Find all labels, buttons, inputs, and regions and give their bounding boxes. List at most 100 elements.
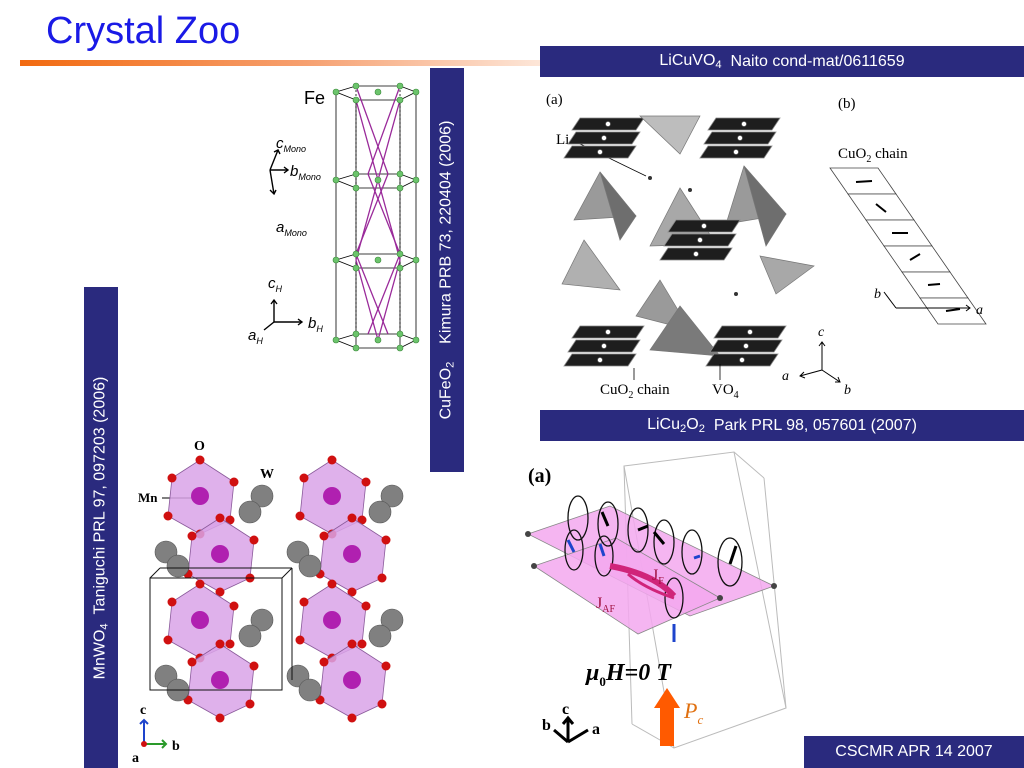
tungsten-atom — [368, 624, 392, 648]
tungsten-atom — [380, 608, 404, 632]
slide-title: Crystal Zoo — [46, 10, 241, 52]
axis-a2-label: a — [976, 303, 983, 318]
axis-b-label-3: b — [172, 739, 180, 754]
oxygen-atom — [357, 515, 367, 525]
cufeo2-formula: CuFeO2 — [437, 361, 457, 420]
mnwo4-axes — [139, 718, 168, 749]
tungsten-atom — [238, 624, 262, 648]
axis-c-label-3: c — [140, 703, 146, 718]
origin-atom — [141, 741, 147, 747]
oxygen-atom — [215, 639, 225, 649]
licuvo4-figure: (a) (b) Li — [540, 80, 1024, 406]
axis-b2-label: b — [874, 287, 881, 302]
cuo2-chain-b-label: CuO — [838, 146, 867, 162]
oxygen-atom — [327, 579, 337, 589]
licuvo4-reference: Naito cond-mat/0611659 — [730, 52, 905, 70]
oxygen-atom — [215, 713, 225, 723]
oxygen-atom — [377, 699, 387, 709]
blue-spins — [566, 539, 701, 642]
licuvo4-formula: LiCuVO4 — [659, 52, 722, 71]
oxygen-atom — [225, 515, 235, 525]
tungsten-atom — [250, 484, 274, 508]
mn-atom — [211, 545, 229, 563]
axis-c-label: c — [818, 325, 825, 340]
cufeo2-caption-band: CuFeO2 Kimura PRB 73, 220404 (2006) — [430, 68, 464, 472]
c-h-label: c — [268, 275, 276, 292]
licu2o2-svg: (a) JF JAF μ0H=0 T Pc c — [525, 451, 787, 749]
oxygen-atom — [319, 531, 329, 541]
mono-axes — [269, 149, 290, 196]
oxygen-atom — [249, 535, 259, 545]
oxygen-atom — [347, 639, 357, 649]
cuo2-chain-a-label: CuO — [600, 382, 629, 398]
licu2o2-reference: Park PRL 98, 057601 (2007) — [713, 416, 917, 434]
tungsten-atom — [298, 554, 322, 578]
licuvo4-axes-b — [883, 291, 971, 312]
oxygen-atom — [347, 713, 357, 723]
oxygen-atom — [347, 587, 357, 597]
licu2o2-axes — [553, 715, 589, 744]
li-label: Li — [556, 132, 569, 148]
field-label: μ — [584, 660, 599, 686]
mn-atom — [343, 671, 361, 689]
oxygen-atom — [167, 473, 177, 483]
oxygen-atom — [327, 455, 337, 465]
mn-atom — [191, 611, 209, 629]
svg-text:VO4: VO4 — [712, 382, 739, 401]
mn-atom — [191, 487, 209, 505]
cu-atoms — [597, 121, 753, 363]
panel-a-label-2: (a) — [528, 465, 551, 487]
mnwo4-caption-band: MnWO4 Taniguchi PRL 97, 097203 (2006) — [84, 287, 118, 768]
jaf-arrow — [627, 572, 675, 600]
o-label: O — [194, 439, 205, 454]
oxygen-atom — [295, 635, 305, 645]
cu-sites — [525, 531, 777, 601]
oxygen-atom — [299, 597, 309, 607]
mn-atom — [323, 487, 341, 505]
mnwo4-reference: Taniguchi PRL 97, 097203 (2006) — [91, 376, 109, 614]
svg-text:bMono: bMono — [290, 163, 321, 182]
tungsten-atom — [166, 554, 190, 578]
oxygen-atom — [319, 657, 329, 667]
mn-atom — [343, 545, 361, 563]
b-mono-label: b — [290, 163, 298, 180]
oxygen-atom — [215, 513, 225, 523]
mnwo4-svg: O W Mn c b a — [132, 439, 404, 766]
chain-plaquettes — [829, 167, 987, 325]
oxygen-atom — [361, 601, 371, 611]
b-h-label: b — [308, 315, 316, 332]
vo4-label: VO — [712, 382, 734, 398]
fe-atoms — [332, 82, 420, 352]
w-label: W — [260, 467, 274, 482]
oxygen-atom — [249, 661, 259, 671]
licu2o2-formula: LiCu2O2 — [647, 416, 705, 435]
oxygen-atom — [187, 531, 197, 541]
licuvo4-caption-band: LiCuVO4 Naito cond-mat/0611659 — [540, 46, 1024, 77]
oxygen-atom — [381, 535, 391, 545]
oxygen-atom — [347, 513, 357, 523]
oxygen-atom — [377, 573, 387, 583]
oxygen-atom — [361, 477, 371, 487]
hex-axes — [263, 298, 304, 331]
mnwo4-caption: MnWO4 Taniguchi PRL 97, 097203 (2006) — [92, 376, 111, 679]
oxygen-atom — [299, 473, 309, 483]
spin-circles — [564, 495, 743, 619]
oxygen-atom — [295, 511, 305, 521]
tungsten-atom — [238, 500, 262, 524]
octahedra-group — [154, 455, 404, 723]
mnwo4-unit-cell — [149, 567, 293, 691]
cufeo2-reference: Kimura PRB 73, 220404 (2006) — [437, 120, 455, 344]
svg-text:cMono: cMono — [276, 135, 306, 154]
oxygen-atom — [195, 579, 205, 589]
oxygen-atom — [163, 511, 173, 521]
c-mono-label: c — [276, 135, 284, 152]
svg-text:Pc: Pc — [683, 698, 703, 727]
axis-a-label: a — [782, 369, 789, 384]
oxygen-atom — [195, 455, 205, 465]
li-atoms — [648, 176, 738, 296]
axis-a-label-2: a — [592, 721, 600, 738]
oxygen-atom — [225, 639, 235, 649]
cufeo2-figure: Fe cMono bMono aMono cH bH aH — [238, 72, 428, 362]
tungsten-atom — [380, 484, 404, 508]
svg-text:CuO2 chain: CuO2 chain — [600, 382, 670, 401]
